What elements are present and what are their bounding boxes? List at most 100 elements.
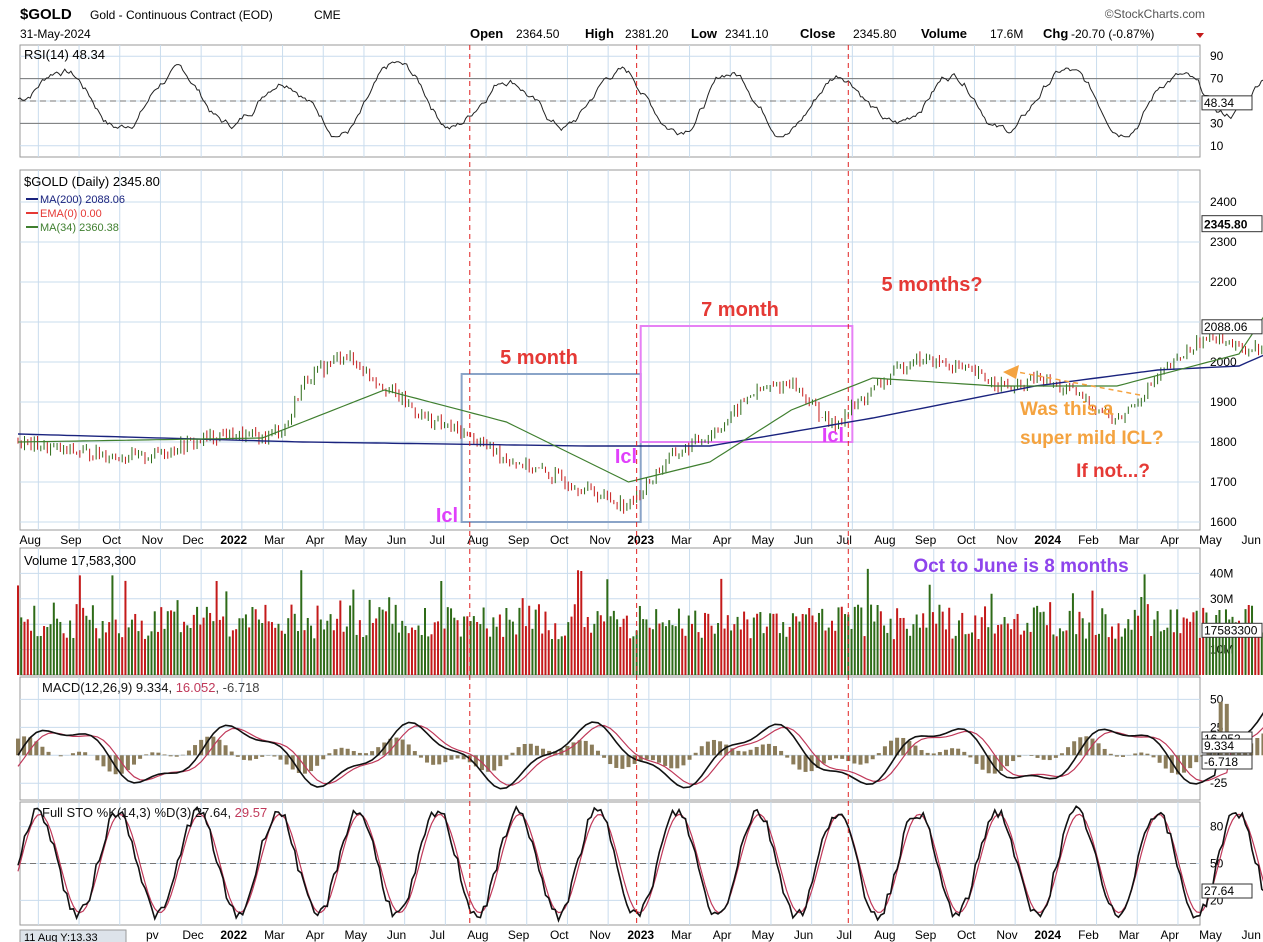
arrow-head-icon — [1003, 365, 1019, 379]
month-label: Jul — [837, 928, 852, 942]
chg-label: Chg — [1043, 26, 1068, 41]
volume-title: Volume 17,583,300 — [24, 553, 136, 568]
month-label: Jun — [1242, 928, 1261, 942]
month-label: Dec — [182, 533, 203, 547]
exchange: CME — [314, 8, 341, 22]
price-last-value: 2345.80 — [1204, 218, 1248, 232]
price-tick-label: 2300 — [1210, 235, 1237, 249]
volume-label: Volume — [921, 26, 967, 41]
crosshair-tooltip-text: 11 Aug Y:13.33 — [24, 932, 98, 942]
month-label: Feb — [1078, 928, 1099, 942]
annotation-super-mild-icl: super mild ICL? — [1020, 428, 1164, 449]
month-label: Mar — [264, 533, 285, 547]
rsi-title: RSI(14) 48.34 — [24, 47, 105, 62]
rsi-tick-label: 70 — [1210, 72, 1224, 86]
sto-tick-label: 80 — [1210, 820, 1224, 834]
volume-tick-label: 30M — [1210, 592, 1233, 606]
sto-d-line — [17, 813, 1263, 914]
month-label: Feb — [1078, 533, 1099, 547]
month-label: Aug — [467, 928, 488, 942]
month-label: May — [751, 928, 774, 942]
rsi-panel: 10 30 70 90 RSI(14) 48.34 48.34 — [17, 44, 1263, 158]
rsi-line — [17, 61, 1263, 138]
bottom-x-axis: pv Dec 2022 Mar Apr May Jun Jul Aug Sep Oct Nov 2023… — [19, 928, 1261, 942]
month-label: 2024 — [1034, 533, 1061, 547]
legend-entry: MA(34) 2360.38 — [40, 222, 119, 234]
month-label: Mar — [671, 928, 692, 942]
chg-value: -20.70 (-0.87%) — [1071, 27, 1154, 41]
cycle-lines — [469, 45, 849, 925]
month-label: Jun — [794, 533, 813, 547]
month-label: Oct — [102, 533, 121, 547]
macd-title: MACD(12,26,9) 9.334, 16.052, -6.718 — [42, 680, 260, 695]
month-label: May — [1199, 928, 1222, 942]
annotation-5-month: 5 month — [500, 347, 578, 369]
sto-k-line — [17, 805, 1263, 923]
macd-line — [17, 712, 1263, 790]
ma200-last-box — [1201, 319, 1263, 335]
annotations: 5 month 7 month 5 months? Icl Icl Icl Wa… — [436, 274, 1164, 577]
annotation-if-not: If not...? — [1076, 461, 1150, 482]
rsi-last-box — [1201, 95, 1253, 111]
chart-header: $GOLD Gold - Continuous Contract (EOD) C… — [20, 6, 1205, 41]
month-label: Oct — [957, 533, 976, 547]
low-value: 2341.10 — [725, 27, 769, 41]
month-label: Sep — [508, 533, 530, 547]
month-label: Jun — [387, 928, 406, 942]
month-label: Sep — [60, 533, 82, 547]
month-label: 2022 — [220, 928, 247, 942]
macd-tick-label: -25 — [1210, 776, 1228, 790]
low-label: Low — [691, 26, 718, 41]
rsi-last-value: 48.34 — [1204, 96, 1234, 110]
annotation-was-this: Was this a — [1020, 399, 1114, 420]
month-label: Aug — [20, 533, 41, 547]
high-label: High — [585, 26, 614, 41]
annotation-5-months: 5 months? — [881, 274, 982, 296]
watermark: ©StockCharts.com — [1105, 7, 1205, 21]
ma200-line — [17, 354, 1263, 447]
rsi-tick-label: 10 — [1210, 139, 1224, 153]
month-label: May — [344, 928, 367, 942]
month-label: 2024 — [1034, 928, 1061, 942]
annotation-icl-2: Icl — [615, 446, 637, 468]
icl-arrow-line — [1011, 370, 1141, 396]
price-tick-label: 1900 — [1210, 395, 1237, 409]
month-label: Sep — [508, 928, 530, 942]
macd-last-value: -6.718 — [1204, 755, 1238, 769]
sto-last-box — [1201, 883, 1253, 899]
month-label: Apr — [306, 533, 325, 547]
volume-value: 17.6M — [990, 27, 1023, 41]
month-label: Nov — [996, 928, 1017, 942]
price-tick-label: 2200 — [1210, 275, 1237, 289]
month-label: Jun — [1242, 533, 1261, 547]
month-label: May — [344, 533, 367, 547]
month-label: Apr — [306, 928, 325, 942]
macd-last-box — [1201, 754, 1253, 770]
month-label: Jul — [837, 533, 852, 547]
five-month-box — [460, 373, 642, 523]
close-label: Close — [800, 26, 835, 41]
ma34-line — [17, 316, 1263, 483]
volume-last-value: 17583300 — [1204, 623, 1258, 637]
instrument-name: Gold - Continuous Contract (EOD) — [90, 8, 273, 22]
macd-panel-frame — [19, 676, 1201, 801]
price-last-box — [1201, 215, 1263, 233]
macd-panel: -2502550MACD(12,26,9) 9.334, 16.052, -6.… — [16, 676, 1263, 801]
price-tick-label: 2000 — [1210, 355, 1237, 369]
volume-last-box — [1201, 622, 1263, 638]
ohlc-readout: Open 2364.50 High 2381.20 Low 2341.10 Cl… — [470, 26, 1204, 41]
sto-title: Full STO %K(14,3) %D(3) 27.64, 29.57 — [42, 805, 267, 820]
ma200-last-value: 2088.06 — [1204, 320, 1248, 334]
sto-last-value: 27.64 — [1204, 884, 1234, 898]
month-label: Mar — [1119, 533, 1140, 547]
high-value: 2381.20 — [625, 27, 669, 41]
legend-entry: MA(200) 2088.06 — [40, 194, 125, 206]
month-label: Aug — [874, 533, 895, 547]
month-label: Jun — [387, 533, 406, 547]
chart-date: 31-May-2024 — [20, 27, 91, 41]
month-label: Sep — [915, 928, 937, 942]
month-label: May — [1199, 533, 1222, 547]
